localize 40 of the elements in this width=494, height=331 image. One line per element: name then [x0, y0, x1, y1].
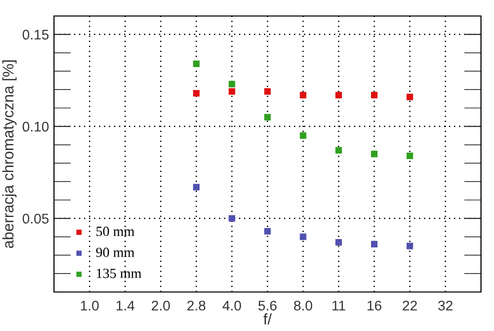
- x-tick-label: 11: [332, 300, 346, 310]
- legend-label: 50 mm: [96, 226, 134, 236]
- y-tick-label: 0.05: [22, 214, 49, 224]
- x-tick-label: 16: [368, 300, 382, 311]
- point: [264, 114, 271, 120]
- point: [406, 242, 414, 250]
- x-tick-label: 4.0: [222, 300, 242, 311]
- point: [335, 92, 342, 98]
- point: [300, 132, 306, 139]
- point: [228, 88, 236, 95]
- legend-label: 90 mm: [96, 248, 134, 258]
- x-tick-label: 22: [402, 300, 417, 310]
- point: [370, 92, 378, 98]
- point: [193, 60, 200, 68]
- x-tick-label: 2.8: [187, 300, 206, 311]
- y-tick-label: 0.10: [22, 122, 49, 132]
- point: [264, 88, 271, 95]
- point: [370, 240, 378, 248]
- point: [335, 147, 342, 154]
- point: [264, 228, 271, 235]
- x-tick-label: 5.6: [258, 300, 277, 311]
- point: [406, 94, 414, 100]
- point: [335, 239, 342, 246]
- x-tick-label: 2.0: [152, 300, 170, 311]
- point: [193, 184, 200, 190]
- x-tick-label: 1.4: [116, 300, 134, 310]
- point: [300, 234, 306, 240]
- point: [406, 152, 414, 160]
- point: [193, 90, 200, 97]
- x-tick-label: 32: [438, 300, 452, 311]
- point: [228, 215, 236, 222]
- y-axis-title: aberracja chromatyczna [%]: [2, 60, 17, 248]
- y-tick-label: 0.15: [22, 30, 49, 40]
- x-tick-label: 1.0: [80, 300, 99, 311]
- point: [370, 150, 378, 158]
- point: [300, 92, 306, 98]
- legend-label: 135 mm: [96, 268, 142, 278]
- point: [228, 80, 236, 88]
- x-tick-label: 8.0: [294, 300, 312, 311]
- x-axis-title: f/: [263, 313, 272, 324]
